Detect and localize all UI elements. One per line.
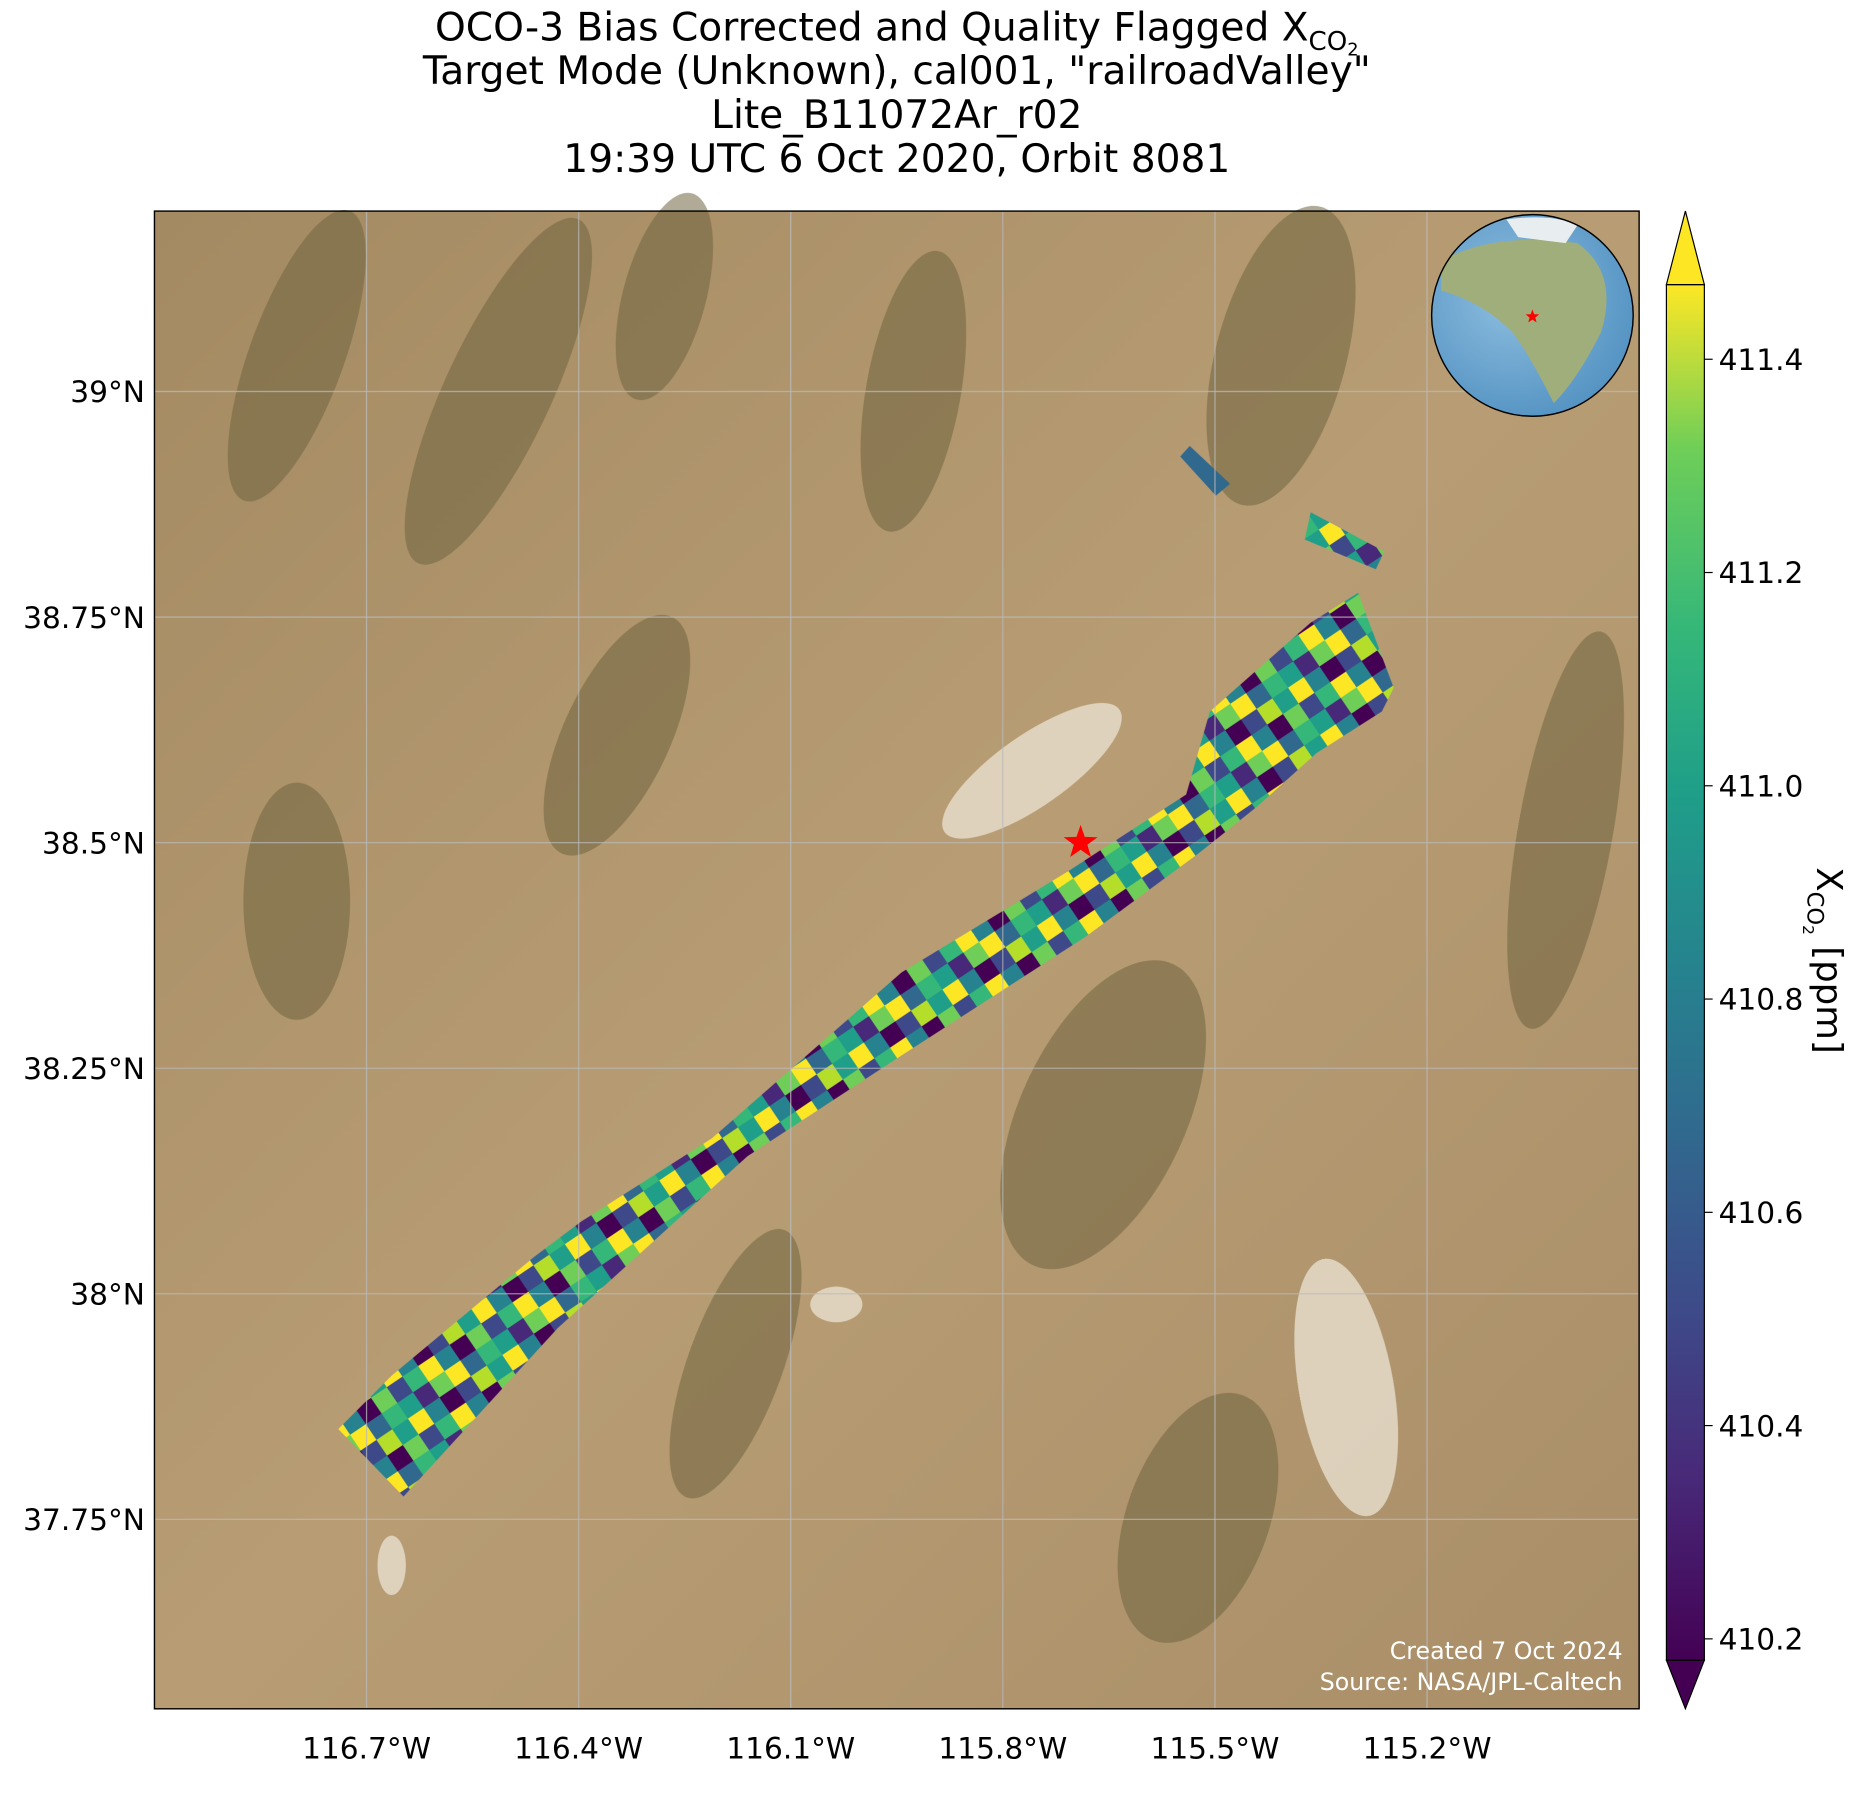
colorbar-label-unit: [ppm] xyxy=(1808,935,1849,1054)
map-frame xyxy=(153,210,1640,1710)
title-subscript: CO xyxy=(1309,27,1348,57)
title-text: OCO-3 Bias Corrected and Quality Flagged… xyxy=(435,5,1309,50)
gridlines xyxy=(154,211,1640,1709)
globe-target-marker xyxy=(1525,309,1540,323)
x-tick-label: 116.4°W xyxy=(514,1731,643,1766)
title-line: Lite_B11072Ar_r02 xyxy=(711,93,1082,138)
colorbar-tick-label: 411.4 xyxy=(1719,342,1804,377)
annotation: Created 7 Oct 2024 xyxy=(1390,1637,1623,1665)
y-tick-label: 38.75°N xyxy=(23,600,145,635)
title-text: Target Mode (Unknown), cal001, "railroad… xyxy=(422,49,1371,94)
title-line: Target Mode (Unknown), cal001, "railroad… xyxy=(422,49,1371,94)
colorbar-gradient xyxy=(1666,284,1705,1661)
colorbar-extend-bottom xyxy=(1665,1659,1706,1711)
target-marker xyxy=(1063,824,1098,858)
x-tick-label: 116.1°W xyxy=(726,1731,855,1766)
x-tick-label: 116.7°W xyxy=(302,1731,431,1766)
colorbar-label-sub: CO xyxy=(1802,892,1828,925)
colorbar-tick-label: 410.4 xyxy=(1719,1408,1804,1443)
colorbar xyxy=(1665,210,1706,1711)
xco2-swath xyxy=(338,445,1394,1497)
title-line: 19:39 UTC 6 Oct 2020, Orbit 8081 xyxy=(563,137,1230,182)
colorbar-tick-label: 410.6 xyxy=(1719,1195,1804,1230)
y-tick-label: 38.25°N xyxy=(23,1051,145,1086)
inset-globe xyxy=(1430,213,1634,417)
axes-labels: 116.7°W 116.4°W 116.1°W 115.8°W 115.5°W 115.2… xyxy=(23,374,1491,1765)
y-tick-label: 39°N xyxy=(70,374,145,409)
title-block: OCO-3 Bias Corrected and Quality Flagged… xyxy=(422,5,1371,182)
colorbar-extend-top xyxy=(1665,210,1706,286)
colorbar-ticks: 410.2 410.4 410.6 410.8 411.0 411.2 411.4 XCO2 … xyxy=(1704,342,1849,1657)
title-text: 19:39 UTC 6 Oct 2020, Orbit 8081 xyxy=(563,137,1230,182)
target-layer xyxy=(1063,309,1540,858)
colorbar-label-subsub: 2 xyxy=(1799,925,1817,935)
x-tick-label: 115.8°W xyxy=(938,1731,1067,1766)
x-tick-label: 115.5°W xyxy=(1150,1731,1279,1766)
colorbar-label-text: X xyxy=(1808,867,1849,891)
map-background xyxy=(154,192,1640,1709)
colorbar-frame xyxy=(1665,284,1705,1661)
title-text: Lite_B11072Ar_r02 xyxy=(711,93,1082,138)
y-tick-label: 37.75°N xyxy=(23,1502,145,1537)
colorbar-tick-label: 410.8 xyxy=(1719,982,1804,1017)
y-tick-label: 38°N xyxy=(70,1276,145,1311)
title-subsubscript: 2 xyxy=(1347,40,1358,61)
title-line: OCO-3 Bias Corrected and Quality Flagged… xyxy=(435,5,1359,60)
annotations: Created 7 Oct 2024 Source: NASA/JPL-Calte… xyxy=(1320,1637,1623,1696)
annotation: Source: NASA/JPL-Caltech xyxy=(1320,1668,1623,1696)
colorbar-label: XCO2 [ppm] xyxy=(1799,867,1849,1053)
x-tick-label: 115.2°W xyxy=(1363,1731,1492,1766)
y-tick-label: 38.5°N xyxy=(42,825,145,860)
colorbar-tick-label: 410.2 xyxy=(1719,1622,1804,1657)
colorbar-tick-label: 411.0 xyxy=(1719,768,1804,803)
colorbar-tick-label: 411.2 xyxy=(1719,555,1804,590)
